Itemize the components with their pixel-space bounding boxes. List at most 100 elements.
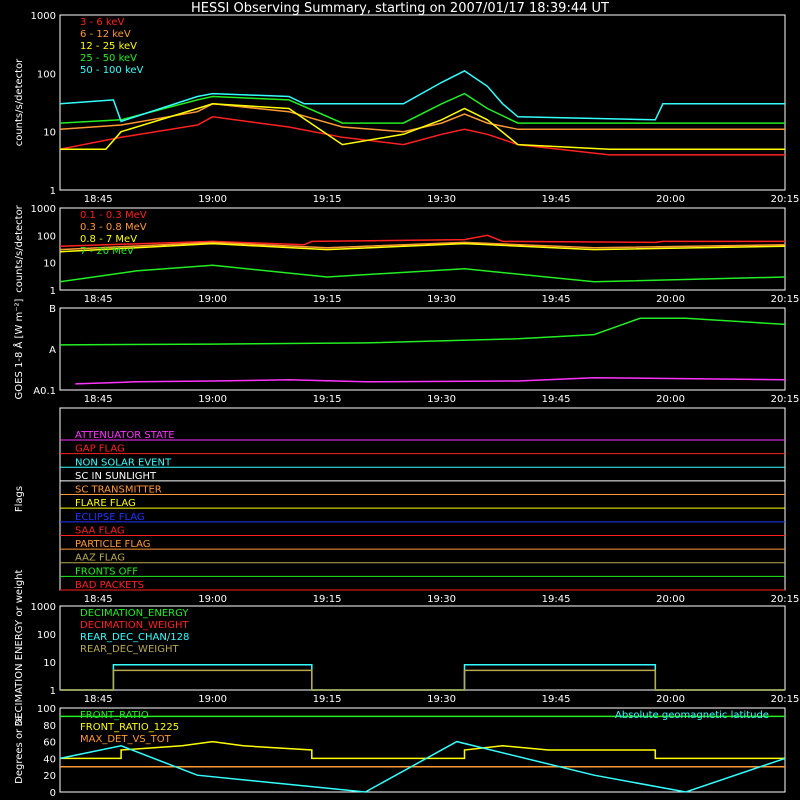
time-tick-label: 19:30	[427, 394, 456, 405]
time-tick-label: 19:15	[313, 294, 342, 305]
decimation-ylabel: DECIMATION ENERGY or weight	[14, 569, 25, 726]
time-tick-label: 19:30	[427, 694, 456, 705]
time-tick-label: 20:00	[656, 594, 685, 605]
goes-y-tick-label: A0.1	[33, 386, 56, 397]
flag-label: SC TRANSMITTER	[75, 485, 162, 496]
chart-title: HESSI Observing Summary, starting on 200…	[191, 1, 609, 16]
gamma-series-line	[59, 241, 786, 251]
time-tick-label: 20:00	[656, 694, 685, 705]
gamma-legend-entry: 0.3 - 0.8 MeV	[80, 222, 147, 233]
time-tick-label: 19:15	[313, 194, 342, 205]
time-tick-label: 20:00	[656, 194, 685, 205]
time-tick-label: 20:15	[771, 194, 800, 205]
time-tick-label: 19:30	[427, 294, 456, 305]
gamma-legend-entry: 0.8 - 7 MeV	[80, 234, 137, 245]
gamma-y-tick-label: 100	[37, 231, 56, 242]
lightcurves-frame	[59, 14, 786, 191]
ratios-legend-entry: FRONT_RATIO_1225	[80, 722, 179, 733]
time-tick-label: 19:00	[198, 194, 227, 205]
time-tick-label: 20:15	[771, 394, 800, 405]
decimation-legend-entry: DECIMATION_ENERGY	[80, 608, 189, 619]
gamma-legend-entry: 7 - 20 MeV	[80, 246, 134, 257]
time-tick-label: 18:45	[84, 194, 113, 205]
goes-y-tick-label: A	[49, 345, 56, 356]
goes-y-tick-label: B	[49, 304, 56, 315]
gamma-ylabel: counts/s/detector	[14, 204, 25, 292]
lightcurves-ylabel: counts/s/detector	[14, 58, 25, 146]
ratios-legend-entry: Absolute geomagnetic latitude	[615, 710, 769, 721]
lightcurves-y-tick-label: 1	[50, 186, 56, 197]
decimation-y-tick-label: 1	[50, 686, 56, 697]
time-tick-label: 19:00	[198, 594, 227, 605]
ratios-legend-entry: FRONT_RATIO	[80, 710, 149, 721]
time-tick-label: 18:45	[84, 294, 113, 305]
ratios-frame	[59, 707, 786, 793]
flag-label: GAP FLAG	[75, 444, 125, 455]
decimation-y-tick-label: 100	[37, 630, 56, 641]
ratios-series-line	[59, 740, 786, 793]
lightcurves-y-tick-label: 100	[37, 69, 56, 80]
time-tick-label: 18:45	[84, 594, 113, 605]
decimation-legend-entry: DECIMATION_WEIGHT	[80, 620, 189, 631]
decimation-legend-entry: REAR_DEC_CHAN/128	[80, 632, 189, 643]
time-tick-label: 20:15	[771, 594, 800, 605]
time-tick-label: 19:15	[313, 694, 342, 705]
time-tick-label: 19:00	[198, 694, 227, 705]
gamma-y-tick-label: 1	[50, 286, 56, 297]
goes-panel: A0.1 A B GOES 1-8 Å [W m⁻²] 18:45 19:00 19:15 1…	[12, 298, 799, 405]
time-tick-label: 19:15	[313, 394, 342, 405]
ratios-y-tick-label: 20	[43, 771, 56, 782]
flag-label: NON SOLAR EVENT	[75, 457, 172, 468]
time-tick-label: 19:00	[198, 294, 227, 305]
ratios-y-tick-label: 100	[37, 704, 56, 715]
gamma-y-tick-label: 10	[43, 259, 56, 270]
time-tick-label: 19:45	[542, 294, 571, 305]
goes-series-line	[75, 376, 786, 385]
lightcurves-y-tick-label: 1000	[31, 11, 56, 22]
lightcurves-series-line	[59, 70, 785, 123]
lightcurves-series-line	[59, 92, 785, 124]
lightcurves-legend-entry: 25 - 50 keV	[80, 53, 137, 64]
lightcurves-legend-entry: 6 - 12 keV	[80, 29, 131, 40]
time-tick-label: 18:45	[84, 694, 113, 705]
decimation-y-tick-label: 1000	[31, 602, 56, 613]
ratios-panel: 0 20 40 60 80 100 Degrees or % FRONT_RATIOFRONT…	[14, 704, 786, 799]
gamma-panel: 1 10 100 1000 counts/s/detector 18:45 19:00 19:…	[14, 204, 799, 305]
lightcurves-series-line	[60, 103, 785, 150]
flag-label: ECLIPSE FLAG	[75, 512, 145, 523]
time-tick-label: 19:45	[542, 594, 571, 605]
flag-label: SAA FLAG	[75, 525, 125, 536]
flag-label: FLARE FLAG	[75, 498, 136, 509]
flags-panel: Flags 18:45 19:00 19:15 19:30 19:45 20:00 20:15…	[14, 407, 800, 605]
gamma-legend-entry: 0.1 - 0.3 MeV	[80, 210, 147, 221]
gamma-y-tick-label: 1000	[31, 204, 56, 215]
ratios-ylabel: Degrees or %	[14, 716, 25, 784]
lightcurves-legend-entry: 3 - 6 keV	[80, 17, 124, 28]
flag-label: BAD PACKETS	[75, 580, 144, 591]
ratios-y-tick-label: 60	[43, 738, 56, 749]
flag-label: SC IN SUNLIGHT	[75, 471, 157, 482]
time-tick-label: 18:45	[84, 394, 113, 405]
time-tick-label: 19:45	[542, 394, 571, 405]
decimation-series-line	[60, 669, 785, 691]
decimation-y-tick-label: 10	[43, 658, 56, 669]
flags-ylabel: Flags	[14, 486, 25, 512]
lightcurves-legend-entry: 50 - 100 keV	[80, 65, 144, 76]
time-tick-label: 20:00	[656, 294, 685, 305]
goes-ylabel: GOES 1-8 Å [W m⁻²]	[12, 298, 25, 399]
ratios-legend-entry: MAX_DET_VS_TOT	[80, 734, 172, 745]
gamma-series-line	[59, 242, 786, 253]
ratios-series-line	[60, 740, 785, 760]
gamma-series-line	[59, 234, 785, 247]
decimation-panel: 1 10 100 1000 DECIMATION ENERGY or weight 18:…	[14, 569, 799, 726]
flag-label: AAZ FLAG	[75, 553, 125, 564]
lightcurves-legend-entry: 12 - 25 keV	[80, 41, 137, 52]
time-tick-label: 19:15	[313, 594, 342, 605]
ratios-y-tick-label: 40	[43, 754, 56, 765]
time-tick-label: 19:00	[198, 394, 227, 405]
goes-series-line	[59, 317, 786, 346]
lightcurves-panel: 1 10 100 1000 counts/s/detector 18:45 19:00 19:…	[14, 11, 799, 205]
time-tick-label: 19:45	[542, 194, 571, 205]
